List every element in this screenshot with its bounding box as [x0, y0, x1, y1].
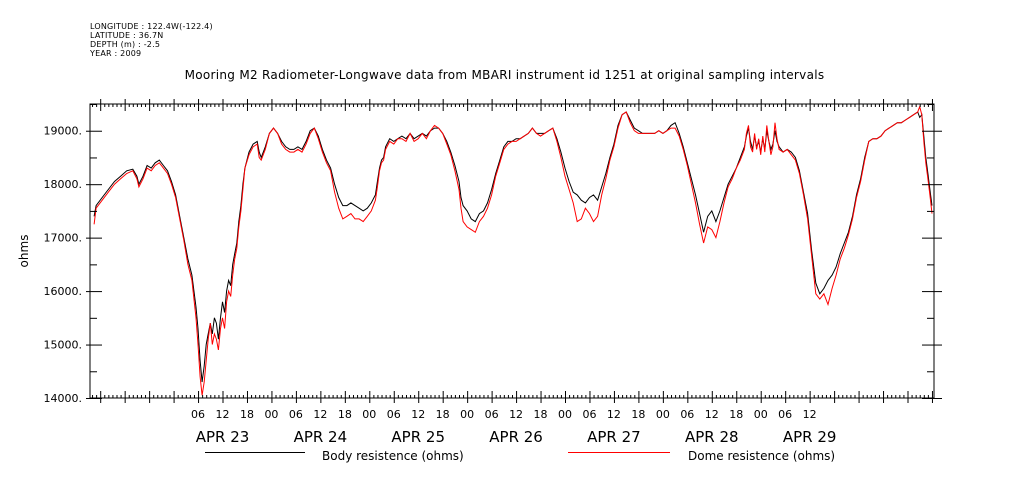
x-tick-label: 00	[264, 408, 278, 421]
legend-label: Dome resistence (ohms)	[688, 449, 835, 463]
x-day-label: APR 24	[294, 428, 348, 446]
chart-title: Mooring M2 Radiometer-Longwave data from…	[184, 68, 825, 82]
x-tick-label: 12	[411, 408, 425, 421]
x-tick-label: 18	[631, 408, 645, 421]
x-tick-label: 00	[362, 408, 376, 421]
station-metadata: LONGITUDE : 122.4W(-122.4) LATITUDE : 36…	[90, 22, 213, 58]
legend: Body resistence (ohms) Dome resistence (o…	[205, 449, 835, 463]
x-tick-label: 12	[313, 408, 327, 421]
x-tick-label: 00	[558, 408, 572, 421]
x-tick-label: 06	[485, 408, 499, 421]
x-tick-label: 12	[216, 408, 230, 421]
year-label: YEAR : 2009	[90, 49, 142, 58]
y-tick-label: 16000.	[44, 285, 83, 298]
x-tick-label: 06	[680, 408, 694, 421]
y-tick-label: 17000.	[44, 232, 83, 245]
x-tick-label: 18	[338, 408, 352, 421]
x-tick-label: 12	[607, 408, 621, 421]
x-tick-label: 00	[460, 408, 474, 421]
y-axis-label: ohms	[17, 235, 31, 268]
plot-frame	[89, 103, 935, 399]
legend-label: Body resistence (ohms)	[322, 449, 464, 463]
y-tick-label: 14000.	[44, 392, 83, 405]
x-day-label: APR 26	[489, 428, 543, 446]
x-day-label: APR 25	[391, 428, 445, 446]
y-tick-label: 19000.	[44, 125, 83, 138]
series-line-body-resistence	[93, 111, 933, 383]
x-tick-label: 18	[436, 408, 450, 421]
x-day-label: APR 23	[196, 428, 250, 446]
x-day-label: APR 27	[587, 428, 641, 446]
y-tick-label: 18000.	[44, 178, 83, 191]
x-tick-label: 12	[509, 408, 523, 421]
y-tick-label: 15000.	[44, 339, 83, 352]
x-tick-label: 06	[778, 408, 792, 421]
x-tick-label: 00	[656, 408, 670, 421]
x-tick-label: 12	[705, 408, 719, 421]
series-line-dome-resistence	[93, 105, 933, 396]
x-tick-label: 00	[754, 408, 768, 421]
x-tick-label: 06	[191, 408, 205, 421]
latitude-label: LATITUDE : 36.7N	[90, 31, 164, 40]
tick-layer: 06 12 18 00 06 12 18 00 06 12 18 00 06 12 18 00 06 12 18 00…	[44, 99, 942, 446]
x-tick-label: 18	[534, 408, 548, 421]
x-day-label: APR 29	[783, 428, 837, 446]
x-tick-label: 12	[803, 408, 817, 421]
x-day-label: APR 28	[685, 428, 739, 446]
depth-label: DEPTH (m) : -2.5	[90, 40, 161, 49]
plot-border	[89, 103, 935, 399]
x-tick-label: 06	[582, 408, 596, 421]
series-layer	[93, 105, 933, 396]
x-tick-label: 18	[240, 408, 254, 421]
x-tick-label: 06	[289, 408, 303, 421]
longitude-label: LONGITUDE : 122.4W(-122.4)	[90, 22, 213, 31]
x-tick-label: 06	[387, 408, 401, 421]
x-tick-label: 18	[729, 408, 743, 421]
